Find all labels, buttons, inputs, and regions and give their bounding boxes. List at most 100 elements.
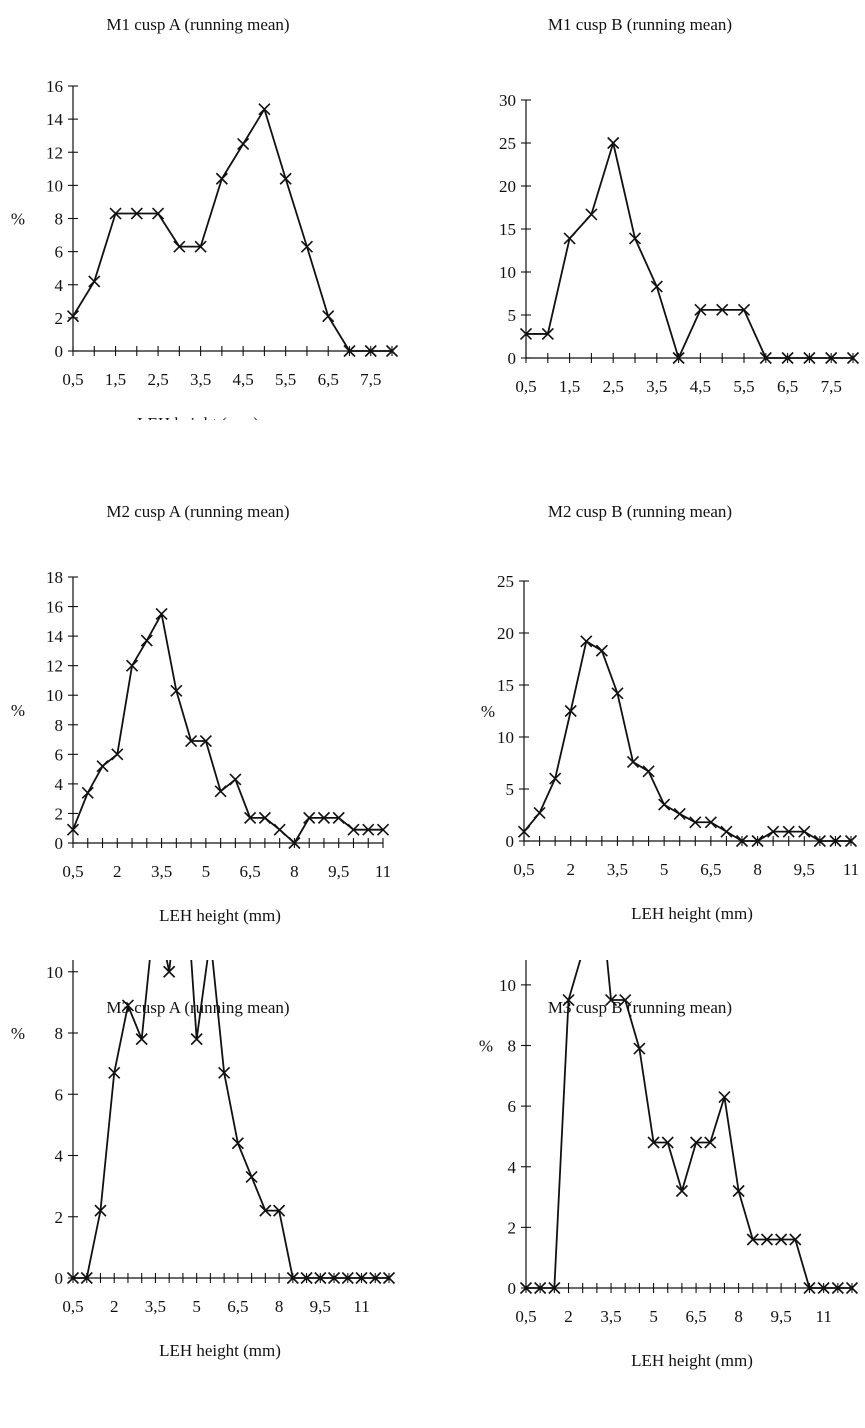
y-tick-label: 14 — [46, 110, 64, 129]
y-tick-label: 16 — [46, 77, 63, 96]
data-point — [273, 1204, 286, 1217]
data-point — [564, 704, 577, 718]
x-tick-label: 5,5 — [733, 377, 754, 396]
chart-5: M3 cusp A (running mean)02468101214160,5… — [11, 960, 396, 1360]
data-point — [829, 834, 842, 848]
series-line — [523, 640, 851, 842]
x-tick-label: 6,5 — [318, 370, 339, 389]
data-point — [199, 734, 212, 748]
y-tick-label: 0 — [506, 832, 515, 851]
data-point — [190, 1033, 203, 1046]
series-line — [526, 960, 852, 1289]
y-axis-label: % — [479, 1037, 493, 1056]
y-tick-label: 10 — [46, 686, 63, 705]
data-point — [563, 232, 576, 245]
data-point — [642, 765, 655, 778]
x-tick-label: 9,5 — [771, 1307, 792, 1326]
data-point — [775, 1233, 788, 1246]
data-point — [111, 748, 124, 761]
x-tick-label: 11 — [375, 862, 391, 881]
data-point — [737, 303, 751, 316]
data-point — [94, 1204, 107, 1217]
data-point — [364, 344, 377, 358]
chart-title: M2 cusp B (running mean) — [548, 502, 732, 521]
x-tick-label: 5 — [660, 860, 669, 879]
data-point — [658, 798, 671, 811]
data-point — [258, 103, 271, 116]
data-point — [619, 993, 632, 1007]
data-point — [355, 1271, 368, 1285]
data-point — [548, 1281, 561, 1295]
y-tick-label: 4 — [55, 276, 64, 295]
data-point — [751, 834, 764, 848]
y-tick-label: 20 — [497, 624, 514, 643]
x-tick-label: 8 — [753, 860, 762, 879]
y-tick-label: 15 — [499, 220, 516, 239]
data-point — [541, 327, 554, 340]
x-tick-label: 8 — [734, 1307, 743, 1326]
x-tick-label: 2 — [566, 860, 575, 879]
data-point — [675, 1184, 688, 1198]
data-point — [218, 1066, 231, 1079]
chart-title: M2 cusp A (running mean) — [106, 502, 289, 521]
x-axis-label: LEH height (mm) — [159, 1341, 281, 1360]
data-point — [347, 823, 360, 836]
x-tick-label: 11 — [353, 1297, 369, 1316]
data-point — [626, 755, 640, 769]
data-point — [718, 1090, 731, 1104]
data-point — [650, 280, 663, 293]
data-point — [317, 811, 331, 824]
data-point — [96, 760, 109, 773]
data-point — [80, 1271, 93, 1285]
data-point — [534, 1281, 547, 1295]
chart-3: M2 cusp A (running mean) 0 2 4 6 8 10 12 14 16 18 0… — [11, 502, 391, 925]
x-tick-label: 9,5 — [310, 1297, 331, 1316]
y-tick-label: 12 — [46, 143, 63, 162]
data-point — [229, 773, 242, 786]
data-point — [163, 965, 176, 978]
x-tick-label: 6,5 — [685, 1307, 706, 1326]
series-line — [73, 960, 389, 1279]
data-point — [245, 1170, 258, 1184]
data-point — [782, 825, 795, 838]
data-point — [720, 825, 733, 838]
data-point — [798, 825, 811, 838]
chart-title: M1 cusp A (running mean) — [106, 15, 289, 34]
data-point — [803, 351, 816, 365]
data-point — [519, 1281, 533, 1295]
data-point — [813, 834, 826, 848]
x-tick-label: 4,5 — [233, 370, 254, 389]
y-tick-label: 20 — [499, 177, 516, 196]
data-point — [332, 811, 345, 824]
x-tick-label: 5,5 — [275, 370, 296, 389]
data-point — [343, 344, 356, 358]
data-point — [185, 734, 198, 748]
data-point — [231, 1137, 244, 1150]
y-tick-label: 2 — [55, 309, 64, 328]
x-tick-label: 11 — [815, 1307, 831, 1326]
y-tick-label: 0 — [55, 1269, 64, 1288]
chart-6: M3 cusp B (running mean)02468101214160,5… — [479, 960, 859, 1370]
y-axis-label: % — [11, 210, 25, 229]
data-point — [259, 1204, 272, 1217]
data-point — [519, 327, 533, 340]
data-point — [704, 1136, 717, 1149]
data-point — [135, 1033, 148, 1046]
data-point — [732, 1184, 745, 1198]
data-point — [585, 208, 598, 221]
y-tick-label: 8 — [55, 1024, 64, 1043]
y-tick-label: 0 — [508, 349, 517, 368]
data-point — [580, 635, 593, 648]
y-tick-label: 4 — [55, 775, 64, 794]
data-point — [314, 1271, 327, 1285]
y-axis-label: % — [11, 701, 25, 720]
series-line — [72, 108, 392, 352]
data-point — [647, 1136, 660, 1149]
data-point — [66, 823, 80, 836]
x-tick-label: 3,5 — [607, 860, 628, 879]
x-tick-label: 8 — [290, 862, 299, 881]
y-tick-label: 0 — [55, 342, 64, 361]
x-tick-label: 6,5 — [700, 860, 721, 879]
data-point — [673, 807, 686, 821]
